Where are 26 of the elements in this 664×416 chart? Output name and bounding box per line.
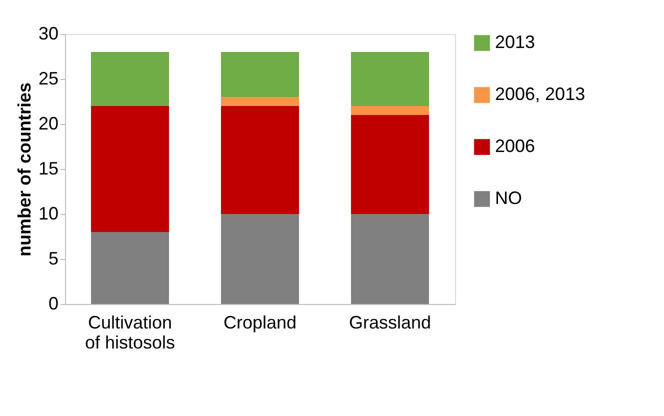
y-axis-title: number of countries	[14, 82, 34, 257]
bar	[91, 106, 169, 232]
bar	[221, 214, 299, 304]
legend-label: NO	[495, 188, 522, 208]
bar	[221, 106, 299, 214]
y-tick-label: 0	[48, 294, 58, 314]
x-tick-label: Grassland	[348, 312, 432, 332]
y-tick-label: 25	[38, 68, 58, 88]
x-tick-label: Cropland	[223, 312, 297, 332]
legend-label: 2006, 2013	[495, 84, 586, 104]
x-tick-label: Cultivation of histosols	[84, 312, 176, 352]
bar	[351, 106, 429, 115]
y-tick-label: 20	[38, 114, 58, 134]
y-tick-label: 30	[38, 24, 58, 44]
y-tick-label: 5	[48, 248, 58, 268]
legend-label: 2006	[495, 136, 536, 156]
y-tick-label: 10	[38, 204, 58, 224]
legend-label: 2013	[495, 32, 536, 52]
bar	[91, 232, 169, 304]
bar	[351, 214, 429, 304]
y-tick-label: 15	[38, 158, 58, 178]
bar	[221, 52, 299, 97]
bar	[221, 97, 299, 106]
bar	[351, 115, 429, 214]
bar	[91, 52, 169, 106]
bar	[351, 52, 429, 106]
